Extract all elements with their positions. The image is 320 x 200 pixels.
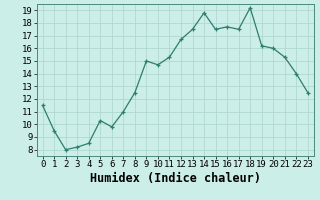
X-axis label: Humidex (Indice chaleur): Humidex (Indice chaleur) (90, 172, 261, 185)
